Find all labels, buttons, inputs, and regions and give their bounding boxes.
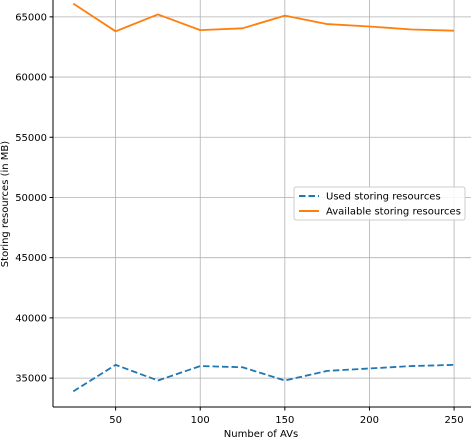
x-tick-label: 100 <box>191 415 210 426</box>
legend: Used storing resources Available storing… <box>294 187 465 220</box>
legend-label-used: Used storing resources <box>326 192 441 203</box>
x-tick-label: 150 <box>275 415 294 426</box>
y-tick-label: 45000 <box>15 253 47 264</box>
x-tick-label: 200 <box>360 415 379 426</box>
series-line-available <box>73 4 454 32</box>
x-axis-label: Number of AVs <box>224 429 298 438</box>
y-tick-label: 65000 <box>15 12 47 23</box>
legend-label-available: Available storing resources <box>326 207 461 218</box>
y-tick-label: 50000 <box>15 193 47 204</box>
y-axis-label: Storing resources (in MB) <box>0 141 11 267</box>
y-tick-label: 40000 <box>15 313 47 324</box>
y-tick-label: 60000 <box>15 73 47 84</box>
x-tick-label: 50 <box>109 415 122 426</box>
x-tick-label: 250 <box>445 415 464 426</box>
y-tick-label: 55000 <box>15 133 47 144</box>
y-tick-label: 35000 <box>15 374 47 385</box>
